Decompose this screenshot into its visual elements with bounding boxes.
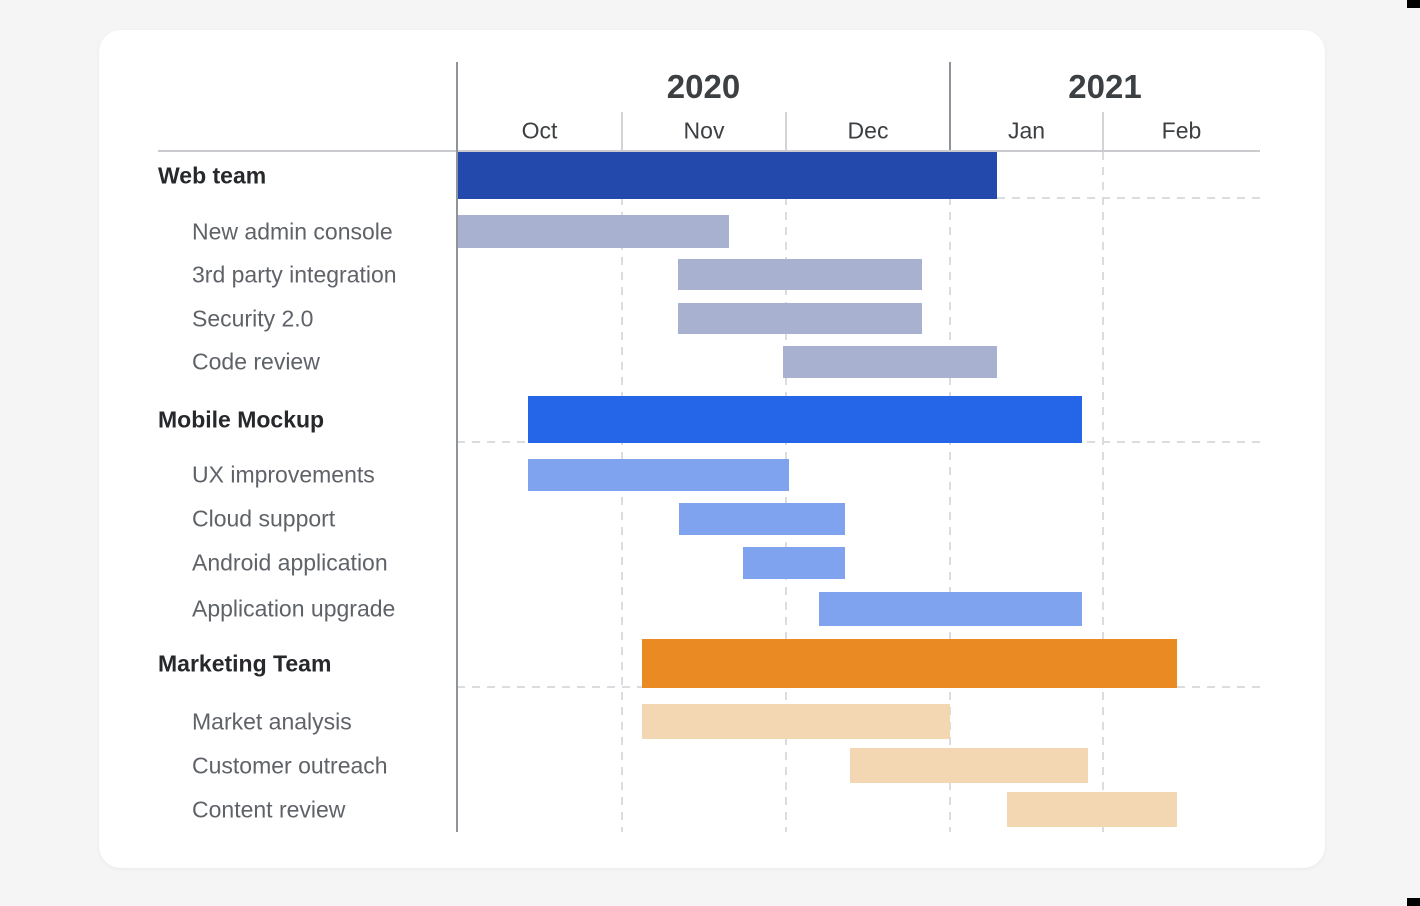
month-label: Oct — [521, 117, 558, 144]
task-bar[interactable] — [457, 215, 729, 248]
task-bar[interactable] — [818, 592, 1082, 626]
screen-corner-mark-bottom — [1407, 898, 1420, 906]
month-label: Nov — [683, 117, 725, 144]
group-label: Web team — [158, 162, 267, 188]
task-bar[interactable] — [743, 547, 846, 579]
task-label: Security 2.0 — [192, 305, 314, 331]
task-label: Content review — [192, 796, 346, 822]
group-bar[interactable] — [641, 639, 1177, 688]
month-label: Feb — [1161, 117, 1202, 144]
group-bar[interactable] — [527, 396, 1082, 443]
task-bar[interactable] — [641, 704, 950, 739]
task-bar[interactable] — [677, 259, 923, 290]
month-label: Jan — [1007, 117, 1046, 144]
task-label: Customer outreach — [192, 752, 388, 778]
month-gridline — [621, 152, 623, 832]
task-label: UX improvements — [192, 461, 375, 488]
task-bar[interactable] — [679, 503, 846, 535]
month-tick — [621, 112, 623, 150]
task-label: Application upgrade — [192, 595, 396, 622]
task-bar[interactable] — [782, 346, 998, 378]
task-bar[interactable] — [1006, 792, 1177, 827]
header-underline — [158, 150, 1260, 152]
group-label: Mobile Mockup — [158, 406, 325, 432]
task-label: Cloud support — [192, 505, 336, 532]
task-label: 3rd party integration — [192, 261, 397, 287]
month-tick — [785, 112, 787, 150]
month-gridline — [785, 152, 787, 832]
group-label: Marketing Team — [158, 650, 332, 676]
task-label: Market analysis — [192, 708, 352, 734]
month-tick — [1102, 112, 1104, 150]
chart-left-axis — [456, 62, 458, 832]
year-divider-line — [949, 62, 951, 150]
task-label: Code review — [192, 348, 320, 375]
task-bar[interactable] — [527, 459, 790, 491]
task-label: New admin console — [192, 218, 393, 244]
year-label: 2021 — [1068, 68, 1142, 105]
month-gridline — [949, 152, 951, 832]
screen-corner-mark-top — [1407, 0, 1420, 8]
task-bar[interactable] — [677, 303, 923, 334]
year-label: 2020 — [666, 68, 741, 105]
task-label: Android application — [192, 549, 388, 576]
month-gridline — [1102, 152, 1104, 832]
group-bar[interactable] — [457, 152, 998, 199]
task-bar[interactable] — [849, 748, 1088, 783]
month-label: Dec — [847, 117, 889, 144]
